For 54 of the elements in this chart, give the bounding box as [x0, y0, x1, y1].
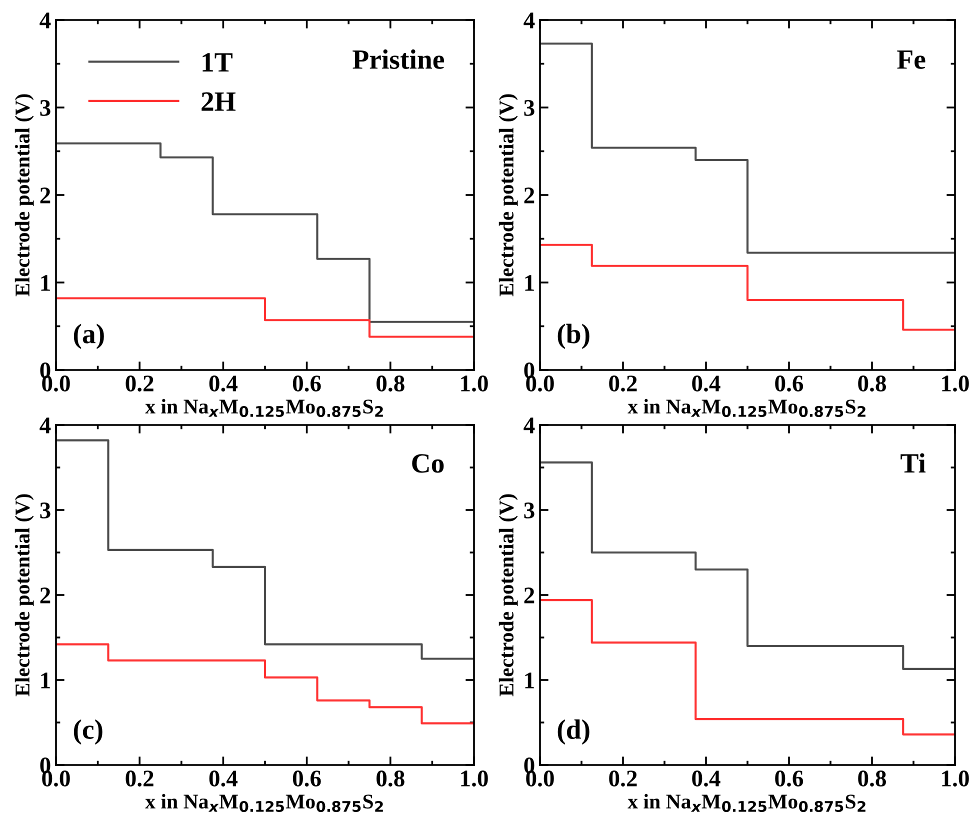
y-tick-label: 4 [40, 12, 51, 28]
x-tick-label: 0.8 [858, 770, 886, 787]
x-tick-label: 0.8 [858, 376, 886, 392]
x-tick-label: 0.6 [775, 770, 804, 787]
legend-label: 1T [202, 53, 232, 72]
y-tick-label: 2 [40, 588, 50, 604]
x-tick-label: 0.2 [609, 770, 637, 787]
y-tick-label: 2 [524, 588, 534, 604]
y-tick-label: 4 [40, 418, 51, 434]
x-tick-label: 0.4 [209, 770, 238, 787]
y-tick-label: 4 [524, 418, 535, 434]
y-axis-title: Electrode potential (V) [498, 494, 518, 696]
y-tick-label: 2 [524, 188, 534, 204]
x-axis-title: x in Na$_{x}$M$_{0.125}$Mo$_{0.875}$S$_{2}$ [145, 398, 383, 418]
y-axis-title: Electrode potential (V) [14, 94, 34, 296]
x-tick-label: 1.0 [461, 376, 488, 392]
y-axis-title: Electrode potential (V) [14, 494, 34, 696]
y-tick-label: 3 [40, 502, 50, 518]
x-tick-label: 1.0 [942, 376, 969, 392]
y-tick-label: 3 [524, 502, 534, 518]
x-axis-title: x in Na$_{x}$M$_{0.125}$Mo$_{0.875}$S$_{2}$ [628, 794, 866, 812]
x-tick-label: 0.2 [126, 770, 154, 787]
y-tick-label: 1 [41, 275, 50, 291]
x-tick-label: 0.8 [376, 770, 404, 787]
y-tick-label: 1 [525, 275, 534, 291]
x-axis-title: x in Na$_{x}$M$_{0.125}$Mo$_{0.875}$S$_{2}$ [628, 398, 866, 418]
x-tick-label: 0.4 [209, 376, 238, 392]
x-tick-label: 0.6 [292, 376, 321, 392]
x-axis-title: x in Na$_{x}$M$_{0.125}$Mo$_{0.875}$S$_{2}$ [145, 794, 383, 812]
y-tick-label: 2 [40, 188, 50, 204]
annotation: Co [412, 454, 444, 473]
annotation: Pristine [352, 49, 444, 69]
y-axis-title: Electrode potential (V) [498, 94, 518, 296]
y-tick-label: 3 [524, 100, 534, 116]
annotation: Fe [897, 50, 926, 69]
y-tick-label: 1 [525, 672, 534, 688]
x-tick-label: 0.4 [692, 376, 720, 392]
annotation: (c) [74, 719, 102, 745]
annotation: (d) [558, 719, 590, 745]
x-tick-label: 0.8 [376, 376, 404, 392]
x-tick-label: 0.2 [126, 376, 154, 392]
x-tick-label: 0.2 [609, 376, 637, 392]
legend-label: 2H [202, 92, 236, 111]
y-tick-label: 4 [524, 12, 535, 28]
annotation: (b) [558, 324, 590, 349]
x-tick-label: 1.0 [942, 770, 969, 787]
x-tick-label: 0.6 [775, 376, 804, 392]
x-tick-label: 0.6 [292, 770, 321, 787]
x-tick-label: 0.4 [692, 770, 720, 787]
annotation: Ti [900, 453, 926, 472]
y-tick-label: 3 [40, 100, 50, 116]
y-tick-label: 1 [41, 672, 50, 688]
annotation: (a) [74, 324, 104, 349]
x-tick-label: 1.0 [461, 770, 488, 787]
